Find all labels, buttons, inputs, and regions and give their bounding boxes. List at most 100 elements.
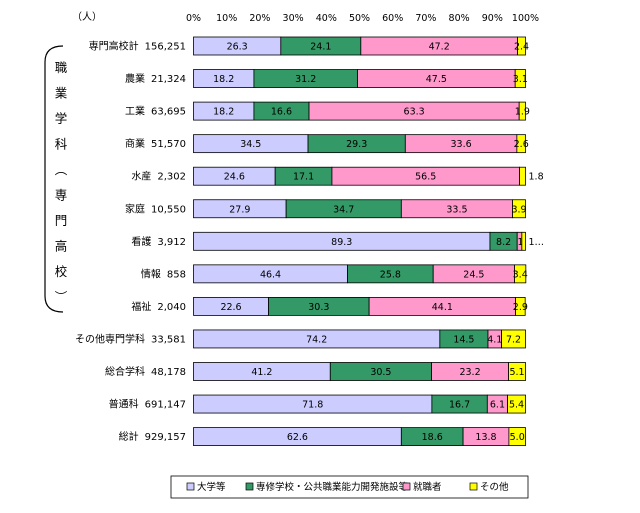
legend-frame xyxy=(170,475,529,499)
legend: 大学等 専修学校・公共職業能力開発施設等 就職者 その他 xyxy=(170,475,529,499)
data-label: 46.4 xyxy=(260,269,281,280)
data-label: 4.1 xyxy=(487,334,502,345)
legend-swatch xyxy=(186,482,195,491)
legend-swatch xyxy=(469,482,478,491)
bar-segment xyxy=(512,199,526,219)
category-labels: 専門高校計 156,251 農業 21,324 工業 63,695 商業 51,570 水産 2,… xyxy=(75,40,186,444)
data-label: 23.2 xyxy=(459,367,480,378)
bars: 26.3 24.1 47.2 2.418.2 31.2 47.5 3.118.2 16.6 63… xyxy=(193,36,544,447)
category-name: 専門高校計 xyxy=(89,40,139,53)
group-label-char: ︵ xyxy=(55,162,68,177)
bar-segment xyxy=(507,394,526,414)
x-tick-label: 40% xyxy=(316,13,337,24)
data-label: 44.1 xyxy=(432,302,453,313)
category-label: 農業 21,324 xyxy=(125,72,186,85)
bar-segment xyxy=(501,329,526,349)
category-name: その他専門学科 xyxy=(75,332,145,345)
data-label: 29.3 xyxy=(346,139,367,150)
data-label: 7.2 xyxy=(506,334,521,345)
category-label: 家庭 10,550 xyxy=(125,202,186,215)
data-label: 71.8 xyxy=(302,400,323,411)
bar-segment xyxy=(518,101,526,121)
group-bracket-line xyxy=(44,45,64,313)
group-label-char: 校 xyxy=(55,264,68,279)
category-label: 専門高校計 156,251 xyxy=(89,40,186,53)
data-label: 26.3 xyxy=(227,42,248,53)
category-name: 普通科 xyxy=(109,398,139,411)
data-label: 34.7 xyxy=(333,204,354,215)
data-label: 6.1 xyxy=(490,400,505,411)
x-axis-ticks: 0% 10% 20% 30% 40% 50% 60% 70% 80% 90% 100% xyxy=(186,13,539,24)
group-label-char: 学 xyxy=(55,111,68,126)
category-label: 普通科 691,147 xyxy=(109,398,186,411)
group-label-char: 職 xyxy=(55,60,68,75)
legend-label: その他 xyxy=(480,481,509,493)
category-count: 21,324 xyxy=(151,74,186,85)
category-name: 情報 xyxy=(141,267,161,280)
bar-segment xyxy=(514,69,526,88)
data-label: 25.8 xyxy=(380,269,401,280)
data-label: 3.1 xyxy=(513,74,528,85)
category-name: 看護 xyxy=(131,235,151,248)
data-label: 47.2 xyxy=(429,42,450,53)
bar-segment xyxy=(508,362,526,381)
data-label: 27.9 xyxy=(229,204,250,215)
legend-label: 専修学校・公共職業能力開発施設等 xyxy=(256,481,409,493)
unit-label: （人） xyxy=(72,11,102,23)
data-label: 2.9 xyxy=(513,302,528,313)
data-label: 24.6 xyxy=(224,172,245,183)
data-label: 5.1 xyxy=(509,367,524,378)
category-count: 2,302 xyxy=(157,172,186,183)
category-count: 63,695 xyxy=(151,107,186,118)
category-count: 33,581 xyxy=(151,334,186,345)
x-tick-label: 100% xyxy=(512,13,539,24)
category-count: 48,178 xyxy=(151,367,186,378)
data-label: 56.5 xyxy=(415,172,436,183)
category-label: 商業 51,570 xyxy=(125,137,186,150)
data-label: 47.5 xyxy=(426,74,447,85)
category-label: 情報 858 xyxy=(141,267,186,280)
category-label: 工業 63,695 xyxy=(125,105,186,118)
x-tick-label: 80% xyxy=(449,13,470,24)
data-label: 22.6 xyxy=(220,302,241,313)
group-label-char: ︶ xyxy=(55,290,68,305)
category-name: 水産 xyxy=(131,170,151,183)
category-count: 3,912 xyxy=(157,237,186,248)
bar-segment xyxy=(514,264,527,284)
data-label: 89.3 xyxy=(331,237,352,248)
category-count: 156,251 xyxy=(145,42,186,53)
data-label: 3.9 xyxy=(511,204,526,215)
data-label: 63.3 xyxy=(404,107,425,118)
bar-segment xyxy=(515,296,526,316)
category-name: 福祉 xyxy=(131,300,151,313)
data-label: 8.2 xyxy=(496,237,511,248)
data-label: 16.7 xyxy=(449,400,470,411)
category-label: 総合学科 48,178 xyxy=(105,365,186,378)
category-name: 総計 xyxy=(119,430,139,443)
group-bracket xyxy=(44,45,64,313)
legend-label: 就職者 xyxy=(413,481,442,493)
data-label: 34.5 xyxy=(240,139,261,150)
category-name: 工業 xyxy=(125,105,145,118)
data-label: 18.6 xyxy=(422,432,443,443)
legend-label: 大学等 xyxy=(197,481,226,493)
category-count: 858 xyxy=(167,269,186,280)
x-tick-label: 0% xyxy=(186,13,201,24)
data-label: 74.2 xyxy=(306,334,327,345)
category-name: 農業 xyxy=(125,72,145,85)
group-label-char: 高 xyxy=(55,239,68,254)
category-name: 総合学科 xyxy=(105,365,145,378)
group-label-char: 専 xyxy=(55,188,68,203)
group-label-char: 門 xyxy=(55,213,68,228)
category-name: 商業 xyxy=(125,137,145,150)
legend-item: 専修学校・公共職業能力開発施設等 xyxy=(245,481,409,493)
category-label: 福祉 2,040 xyxy=(131,300,186,313)
data-label: 14.5 xyxy=(453,334,474,345)
x-tick-label: 60% xyxy=(382,13,403,24)
data-label: 16.6 xyxy=(271,107,292,118)
x-tick-label: 90% xyxy=(482,13,503,24)
category-name: 家庭 xyxy=(125,202,145,215)
data-label: 41.2 xyxy=(251,367,272,378)
